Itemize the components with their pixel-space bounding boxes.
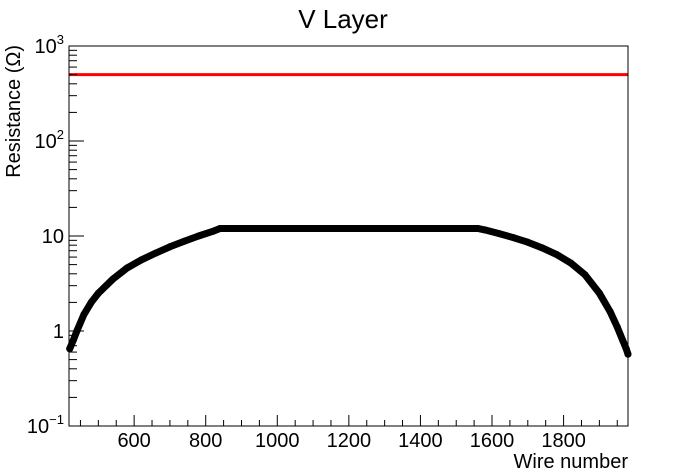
- data-point: [416, 224, 424, 232]
- data-point: [567, 259, 575, 267]
- data-point: [595, 289, 603, 297]
- data-point: [180, 237, 188, 245]
- data-point: [345, 224, 353, 232]
- x-tick-label: 1800: [541, 430, 586, 452]
- chart-title: V Layer: [298, 4, 388, 34]
- data-point: [452, 224, 460, 232]
- data-point: [481, 226, 489, 234]
- x-tick-label: 600: [117, 430, 150, 452]
- data-point: [94, 289, 102, 297]
- data-point: [87, 298, 95, 306]
- data-point: [80, 310, 88, 318]
- data-point: [166, 243, 174, 251]
- y-tick-label: 103: [35, 32, 64, 58]
- data-point: [538, 244, 546, 252]
- data-point: [123, 264, 131, 272]
- data-point: [309, 224, 317, 232]
- x-tick-label: 1200: [327, 430, 372, 452]
- y-tick-label: 102: [35, 127, 64, 153]
- data-point: [552, 250, 560, 258]
- y-tick-label: 10: [42, 226, 64, 248]
- data-point: [216, 224, 224, 232]
- x-tick-label: 1000: [255, 430, 300, 452]
- data-point: [209, 227, 217, 235]
- y-tick-label: 1: [53, 321, 64, 343]
- x-tick-label: 800: [189, 430, 222, 452]
- x-tick-label: 1400: [398, 430, 443, 452]
- y-axis: 10−1 1 10 102 103: [27, 32, 84, 438]
- x-axis: 600 800 1000 1200 1400 1600 1800: [79, 415, 618, 452]
- data-point: [195, 232, 203, 240]
- data-point: [606, 308, 614, 316]
- x-tick-label: 1600: [470, 430, 515, 452]
- data-point: [619, 336, 627, 344]
- data-point: [152, 249, 160, 257]
- data-point: [237, 224, 245, 232]
- data-point: [613, 323, 621, 331]
- x-axis-title: Wire number: [514, 451, 629, 473]
- data-point: [273, 224, 281, 232]
- data-point: [524, 238, 532, 246]
- data-point: [137, 256, 145, 264]
- data-point: [509, 234, 517, 242]
- data-point: [381, 224, 389, 232]
- y-axis-title: Resistance (Ω): [3, 45, 25, 178]
- data-point: [109, 275, 117, 283]
- data-point: [581, 271, 589, 279]
- data-point: [66, 345, 74, 353]
- y-tick-label: 10−1: [27, 412, 64, 438]
- data-point: [474, 224, 482, 232]
- data-point: [495, 230, 503, 238]
